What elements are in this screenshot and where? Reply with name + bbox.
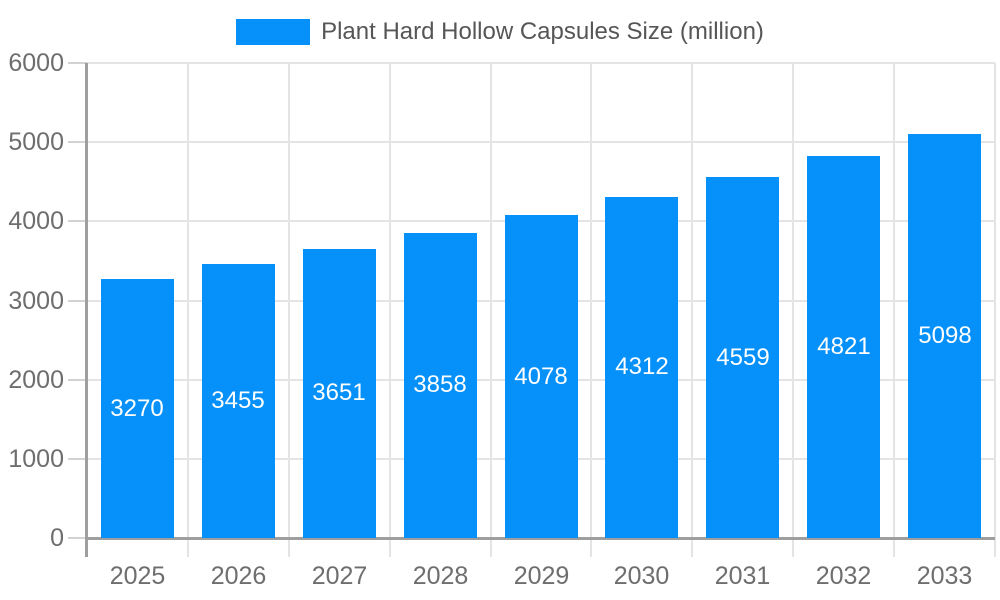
bar-value-label: 3270 bbox=[110, 395, 164, 422]
bar-2031[interactable] bbox=[706, 177, 779, 538]
bar-value-label: 5098 bbox=[918, 322, 972, 349]
bar-2030[interactable] bbox=[605, 197, 678, 538]
bar-value-label: 3455 bbox=[211, 387, 265, 414]
x-tick-label: 2032 bbox=[815, 562, 872, 590]
bar-value-label: 4312 bbox=[615, 353, 669, 380]
bar-value-label: 4078 bbox=[514, 363, 568, 390]
v-gridline bbox=[389, 63, 391, 557]
bar-2033[interactable] bbox=[908, 134, 981, 538]
v-gridline bbox=[893, 63, 895, 557]
bar-2029[interactable] bbox=[505, 215, 578, 538]
x-tick-label: 2025 bbox=[109, 562, 166, 590]
v-gridline bbox=[288, 63, 290, 557]
bar-2028[interactable] bbox=[404, 233, 477, 538]
v-gridline bbox=[994, 63, 996, 557]
x-tick-label: 2029 bbox=[513, 562, 570, 590]
y-axis-tick bbox=[68, 379, 87, 381]
y-tick-label: 3000 bbox=[8, 287, 64, 315]
x-tick-label: 2031 bbox=[714, 562, 771, 590]
v-gridline bbox=[691, 63, 693, 557]
y-axis-tick bbox=[68, 458, 87, 460]
y-tick-label: 1000 bbox=[8, 445, 64, 473]
legend[interactable]: Plant Hard Hollow Capsules Size (million… bbox=[0, 19, 1000, 45]
y-axis-tick bbox=[68, 62, 87, 64]
x-axis-line bbox=[85, 537, 995, 540]
bar-value-label: 3858 bbox=[413, 371, 467, 398]
bar-value-label: 3651 bbox=[312, 379, 366, 406]
y-tick-label: 4000 bbox=[8, 207, 64, 235]
v-gridline bbox=[590, 63, 592, 557]
x-tick-label: 2028 bbox=[412, 562, 469, 590]
y-axis-tick bbox=[68, 220, 87, 222]
y-axis-tick bbox=[68, 141, 87, 143]
legend-label: Plant Hard Hollow Capsules Size (million… bbox=[321, 18, 764, 45]
bar-value-label: 4821 bbox=[817, 333, 871, 360]
h-gridline bbox=[87, 62, 995, 64]
v-gridline bbox=[792, 63, 794, 557]
h-gridline bbox=[87, 141, 995, 143]
bar-2032[interactable] bbox=[807, 156, 880, 538]
legend-swatch[interactable] bbox=[236, 19, 311, 45]
y-tick-label: 2000 bbox=[8, 366, 64, 394]
x-tick-label: 2030 bbox=[613, 562, 670, 590]
v-gridline bbox=[490, 63, 492, 557]
y-tick-label: 5000 bbox=[8, 128, 64, 156]
x-tick-label: 2026 bbox=[210, 562, 267, 590]
y-tick-label: 0 bbox=[50, 524, 64, 552]
bar-value-label: 4559 bbox=[716, 344, 770, 371]
bar-2025[interactable] bbox=[101, 279, 174, 538]
y-tick-label: 6000 bbox=[8, 49, 64, 77]
x-tick-label: 2033 bbox=[916, 562, 973, 590]
y-axis-tick bbox=[68, 300, 87, 302]
bar-2027[interactable] bbox=[303, 249, 376, 538]
y-axis-tick bbox=[68, 537, 87, 539]
v-gridline bbox=[187, 63, 189, 557]
x-tick-label: 2027 bbox=[311, 562, 368, 590]
y-axis-line bbox=[85, 63, 88, 557]
bar-2026[interactable] bbox=[202, 264, 275, 538]
